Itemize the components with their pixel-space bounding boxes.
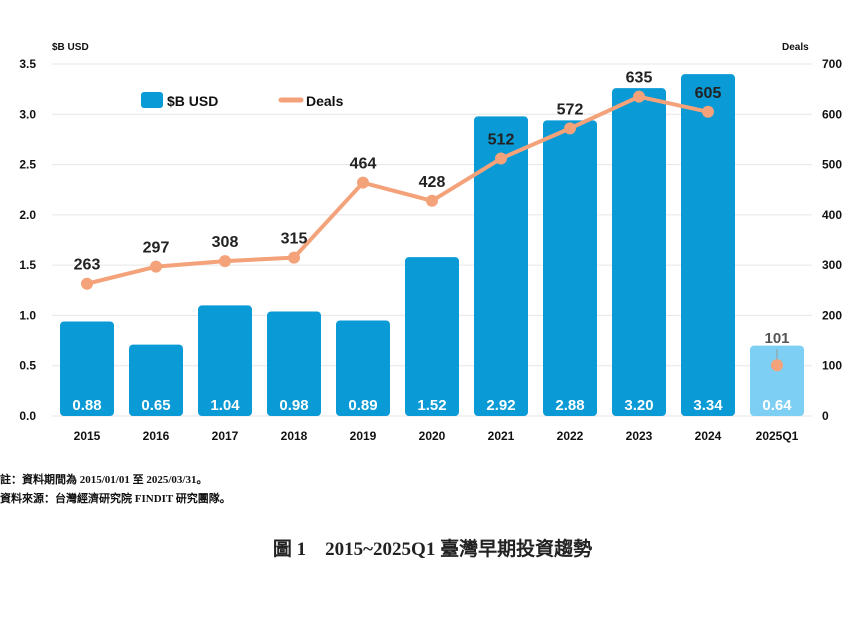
deals-line [86, 94, 709, 286]
bar [129, 344, 183, 416]
deals-point [81, 277, 93, 290]
category-label: 2015 [74, 429, 101, 443]
left-tick-label: 3.5 [19, 57, 36, 71]
deals-value-label: 572 [557, 101, 584, 118]
category-label: 2025Q1 [756, 429, 799, 443]
bar-value-label: 3.34 [693, 397, 723, 414]
left-tick-label: 0.0 [19, 409, 36, 423]
right-tick-label: 300 [822, 258, 842, 272]
bar [474, 116, 528, 417]
deals-value-label: 428 [419, 174, 446, 191]
deals-point [288, 251, 300, 264]
right-axis-label: Deals [782, 42, 809, 53]
bar-value-label: 0.89 [348, 397, 377, 414]
bar-value-label: 1.52 [417, 397, 446, 414]
category-label: 2024 [695, 429, 722, 443]
bar-value-label: 0.88 [72, 397, 101, 414]
deals-point [150, 260, 162, 273]
left-tick-label: 2.0 [19, 208, 36, 222]
bar-value-label: 2.88 [555, 397, 584, 414]
deals-value-label: 315 [281, 231, 308, 248]
combo-chart: 0.0 0.5 1.0 1.5 2.0 2.5 3.0 3.5 0 100 200 300 400 500… [19, 42, 842, 443]
category-label: 2016 [143, 429, 170, 443]
left-tick-label: 2.5 [19, 158, 36, 172]
left-tick-label: 3.0 [19, 107, 36, 121]
right-tick-label: 500 [822, 158, 842, 172]
bar [267, 311, 321, 416]
deals-point [771, 359, 783, 372]
bar-value-label: 2.92 [486, 397, 515, 414]
right-tick-label: 200 [822, 308, 842, 322]
deals-value-label: 101 [764, 330, 789, 347]
category-label: 2017 [212, 429, 239, 443]
deals-value-label: 512 [488, 132, 515, 149]
deals-point [219, 255, 231, 268]
right-tick-label: 600 [822, 107, 842, 121]
bar-value-label: 0.65 [141, 397, 170, 414]
bar [198, 305, 252, 416]
figure-caption: 圖 1 2015~2025Q1 臺灣早期投資趨勢 [272, 539, 593, 560]
right-tick-label: 100 [822, 359, 842, 373]
bar-value-label: 1.04 [210, 397, 240, 414]
left-tick-label: 1.5 [19, 258, 36, 272]
note-source: 資料來源：台灣經濟研究院 FINDIT 研究團隊。 [0, 493, 231, 505]
legend-line-label: Deals [306, 93, 344, 109]
deals-value-label: 635 [626, 70, 653, 87]
deals-value-label: 605 [695, 85, 722, 102]
deals-value-label: 308 [212, 234, 239, 251]
legend-bar-swatch [141, 92, 163, 108]
category-label: 2018 [281, 429, 308, 443]
category-label: 2020 [419, 429, 446, 443]
deals-point [426, 194, 438, 207]
bar [405, 257, 459, 416]
legend-bar-label: $B USD [167, 93, 218, 109]
bar [60, 321, 114, 416]
note-period: 註：資料期間為 2015/01/01 至 2025/03/31。 [0, 474, 208, 486]
deals-point [702, 105, 714, 118]
bar [612, 88, 666, 417]
deals-value-label: 297 [143, 240, 170, 257]
right-tick-label: 0 [822, 409, 829, 423]
bar-value-label: 3.20 [624, 397, 653, 414]
deals-point [633, 90, 645, 103]
category-label: 2021 [488, 429, 515, 443]
left-axis-label: $B USD [52, 42, 89, 53]
left-tick-label: 0.5 [19, 359, 36, 373]
deals-value-label: 263 [74, 257, 101, 274]
bar-value-label: 0.98 [279, 397, 308, 414]
deals-point [495, 152, 507, 165]
bar [750, 345, 804, 416]
bar [543, 120, 597, 417]
bar-value-label: 0.64 [762, 397, 792, 414]
category-label: 2022 [557, 429, 584, 443]
category-label: 2023 [626, 429, 653, 443]
right-tick-label: 400 [822, 208, 842, 222]
deals-value-label: 464 [350, 156, 377, 173]
deals-point [357, 176, 369, 189]
bar [681, 74, 735, 416]
left-tick-label: 1.0 [19, 308, 36, 322]
right-tick-label: 700 [822, 57, 842, 71]
deals-point [564, 122, 576, 135]
bar [336, 320, 390, 416]
category-label: 2019 [350, 429, 377, 443]
